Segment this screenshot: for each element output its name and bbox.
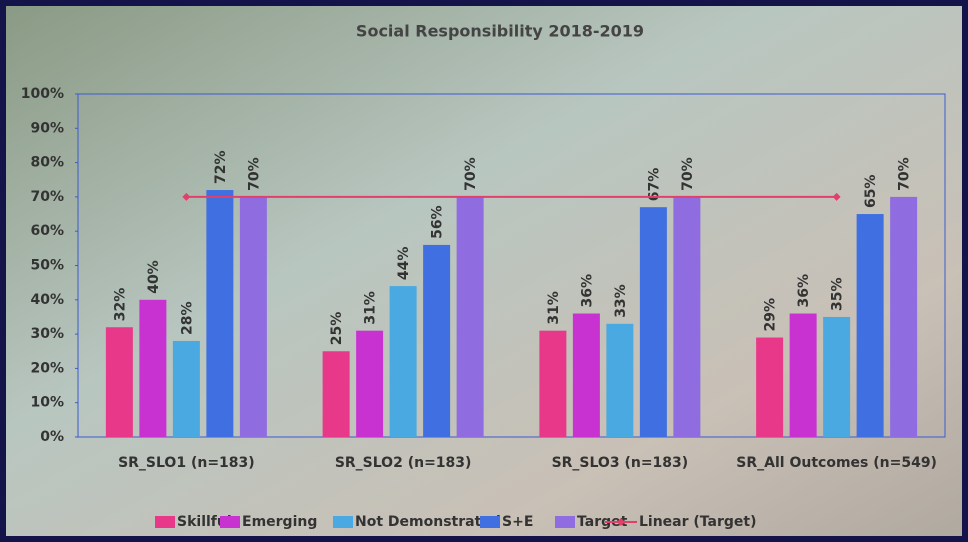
value-label: 25% [329,312,345,346]
value-label: 29% [763,298,779,332]
y-tick-label: 40% [30,292,64,308]
bar [206,190,233,437]
value-label: 70% [246,157,262,191]
legend-swatch [480,516,500,528]
value-label: 70% [463,157,479,191]
value-label: 28% [179,301,195,335]
legend-label: S+E [502,514,533,530]
bar [823,317,850,437]
y-tick-label: 20% [30,360,64,376]
value-label: 40% [146,260,162,294]
chart-title: Social Responsibility 2018-2019 [356,22,644,41]
chart: Social Responsibility 2018-2019 0% 10% 20%… [0,0,968,542]
legend-swatch [220,516,240,528]
legend-label: Not Demonstrated [355,514,501,530]
bar [390,286,417,437]
x-tick-label: SR_All Outcomes (n=549) [736,455,937,471]
legend-swatch [555,516,575,528]
legend-swatch [155,516,175,528]
bar [173,341,200,437]
value-label: 70% [897,157,913,191]
bar [240,197,267,437]
y-tick-label: 100% [21,86,64,102]
bar [423,245,450,437]
bar [756,338,783,437]
y-tick-label: 90% [30,120,64,136]
y-tick-label: 10% [30,395,64,411]
bar [640,207,667,437]
y-tick-label: 0% [40,429,64,445]
legend-label: Emerging [242,514,317,530]
value-label: 70% [680,157,696,191]
legend-label: Linear (Target) [639,514,757,530]
value-label: 35% [830,277,846,311]
bar [857,214,884,437]
value-label: 44% [396,247,412,281]
bar [106,327,133,437]
value-label: 36% [579,274,595,308]
value-label: 36% [796,274,812,308]
bar [890,197,917,437]
bar [323,351,350,437]
y-tick-label: 50% [30,258,64,274]
value-label: 32% [112,288,128,322]
y-tick-label: 70% [30,189,64,205]
value-label: 31% [546,291,562,325]
y-tick-label: 80% [30,155,64,171]
x-tick-label: SR_SLO3 (n=183) [552,455,689,471]
value-label: 72% [213,151,229,185]
value-label: 65% [863,175,879,209]
x-tick-label: SR_SLO2 (n=183) [335,455,472,471]
value-label: 33% [613,284,629,318]
bar [356,331,383,437]
bar [139,300,166,437]
page: Social Responsibility 2018-2019 0% 10% 20%… [0,0,968,542]
value-label: 56% [430,205,446,239]
bar [606,324,633,437]
y-tick-label: 60% [30,223,64,239]
bar [790,314,817,437]
x-tick-label: SR_SLO1 (n=183) [118,455,255,471]
legend-swatch [333,516,353,528]
bar [673,197,700,437]
value-label: 31% [363,291,379,325]
y-tick-label: 30% [30,326,64,342]
bar [573,314,600,437]
bar [539,331,566,437]
bar [457,197,484,437]
